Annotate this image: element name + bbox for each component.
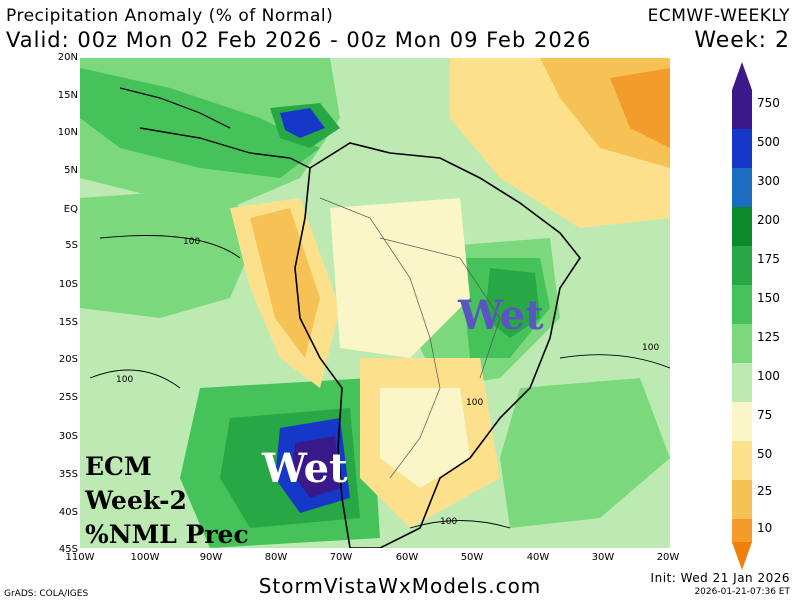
- precip-anomaly-map: [80, 58, 670, 548]
- legend-label: 100: [757, 369, 780, 383]
- legend-label: 500: [757, 135, 780, 149]
- legend-swatch: [732, 129, 752, 168]
- map-title: Precipitation Anomaly (% of Normal): [6, 6, 334, 26]
- extreme-wet-zone-chile: [292, 436, 340, 498]
- south-america-outline: [294, 142, 581, 548]
- dry-zone-peru-core: [250, 208, 320, 358]
- legend-swatch: [732, 519, 752, 542]
- legend-label: 10: [757, 521, 773, 535]
- near-normal-chaco: [380, 388, 470, 488]
- legend-arrow-bottom: [732, 542, 752, 570]
- lon-label: 20W: [656, 552, 680, 563]
- init-time: Init: Wed 21 Jan 2026: [650, 571, 790, 585]
- legend-label: 200: [757, 213, 780, 227]
- contour-100-a: [99, 235, 241, 259]
- legend-swatch: [732, 168, 752, 207]
- wet-annotation-brazil: Wet: [458, 292, 544, 339]
- contour-label: 100: [440, 517, 458, 527]
- lon-label: 50W: [460, 552, 484, 563]
- wet-zone-eastern-pacific: [80, 188, 260, 318]
- legend-label: 75: [757, 408, 773, 422]
- lat-label: 15N: [57, 90, 78, 101]
- legend-swatch: [732, 402, 752, 441]
- legend-swatch: [732, 480, 752, 519]
- lat-label: 20S: [58, 354, 78, 365]
- lon-label: 80W: [264, 552, 288, 563]
- very-dry-zone-atlantic: [610, 68, 670, 148]
- lat-label: EQ: [63, 204, 78, 215]
- legend-swatch: [732, 207, 752, 246]
- legend-label: 125: [757, 330, 780, 344]
- wet-zone-central-america: [80, 68, 320, 178]
- legend-swatch: [732, 363, 752, 402]
- mexico-outline: [119, 87, 231, 129]
- central-america-outline: [139, 127, 311, 169]
- caption-line-1: ECM: [85, 452, 152, 481]
- wet-zone-brazil-center: [485, 268, 540, 338]
- contour-100-d: [409, 520, 511, 529]
- lon-label: 30W: [591, 552, 615, 563]
- legend-label: 50: [757, 447, 773, 461]
- contour-label: 100: [116, 375, 134, 385]
- lat-label: 10N: [57, 127, 78, 138]
- lat-label: 30S: [58, 431, 78, 442]
- country-borders: [319, 197, 441, 479]
- contour-100-c: [559, 354, 670, 369]
- legend-label: 750: [757, 96, 780, 110]
- contour-label: 100: [642, 343, 660, 353]
- state-borders: [379, 237, 501, 379]
- lat-label: 25S: [58, 392, 78, 403]
- valid-period: Valid: 00z Mon 02 Feb 2026 - 00z Mon 09 …: [6, 28, 592, 52]
- legend-swatch: [732, 285, 752, 324]
- model-name: ECMWF-WEEKLY: [647, 6, 790, 26]
- forecast-week: Week: 2: [694, 28, 790, 53]
- lat-label: 45S: [58, 544, 78, 555]
- map-caption: ECM Week-2 %NML Prec: [85, 450, 249, 552]
- lat-label: 5S: [65, 240, 78, 251]
- lon-label: 60W: [395, 552, 419, 563]
- legend-swatch: [732, 441, 752, 480]
- legend-arrow-top: [732, 62, 752, 90]
- legend-label: 300: [757, 174, 780, 188]
- lat-label: 35S: [58, 469, 78, 480]
- color-legend: [732, 62, 752, 570]
- lon-label: 40W: [526, 552, 550, 563]
- legend-swatch: [732, 90, 752, 129]
- lat-label: 20N: [57, 52, 78, 63]
- wet-zone-south-atlantic: [500, 378, 670, 528]
- wet-annotation-chile: Wet: [262, 445, 348, 492]
- legend-label: 25: [757, 484, 773, 498]
- lon-label: 70W: [329, 552, 353, 563]
- generation-stamp: 2026-01-21-07:36 ET: [694, 587, 790, 597]
- lon-label: 100W: [130, 552, 160, 563]
- lat-label: 15S: [58, 317, 78, 328]
- caption-line-2: Week-2: [85, 486, 187, 515]
- site-footer: StormVistaWxModels.com: [258, 574, 542, 598]
- contour-label: 100: [183, 237, 201, 247]
- lat-label: 10S: [58, 279, 78, 290]
- lon-label: 110W: [65, 552, 95, 563]
- lon-label: 90W: [199, 552, 223, 563]
- caption-line-3: %NML Prec: [85, 520, 249, 549]
- grads-credit: GrADS: COLA/IGES: [4, 589, 89, 599]
- contour-label: 100: [466, 398, 484, 408]
- legend-label: 175: [757, 252, 780, 266]
- near-normal-amazon: [330, 198, 470, 358]
- lat-label: 5N: [64, 165, 78, 176]
- legend-swatch: [732, 324, 752, 363]
- lat-label: 40S: [58, 507, 78, 518]
- very-wet-zone-nw: [280, 108, 325, 138]
- legend-label: 150: [757, 291, 780, 305]
- legend-swatch: [732, 246, 752, 285]
- contour-100-b: [89, 369, 181, 389]
